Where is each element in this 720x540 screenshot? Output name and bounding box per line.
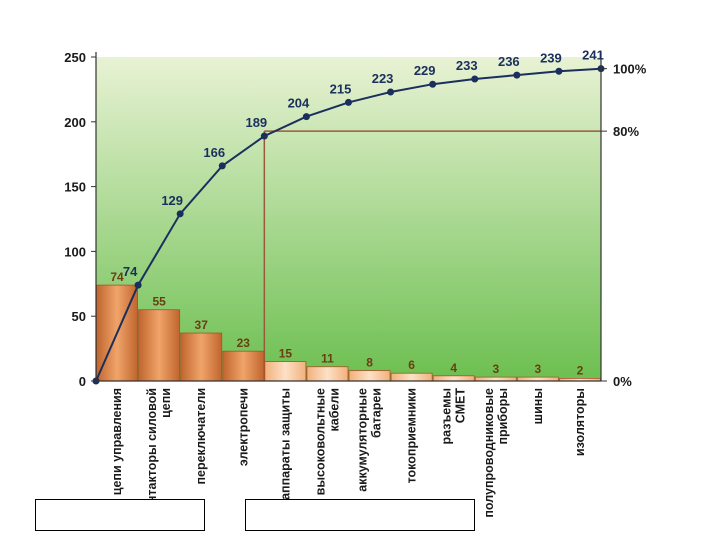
category-label: электропечи [236,388,250,466]
category-label: изоляторы [573,388,587,456]
bar-value-label: 23 [237,336,251,350]
category-label: полупроводниковыеприборы [482,388,510,518]
bar [348,370,391,382]
bar [222,350,265,382]
cumulative-point [302,113,310,121]
plot-area [96,57,601,381]
bar-value-label: 2 [577,363,584,377]
cumulative-value-label: 215 [330,81,352,96]
bar-value-label: 4 [450,361,457,375]
bar [180,332,223,382]
y-tick-label: 250 [64,50,86,65]
cumulative-value-label: 166 [203,145,225,160]
bar [390,372,433,382]
cumulative-value-label: 74 [123,264,138,279]
bar-value-label: 3 [492,362,499,376]
y-tick-label: 0 [79,374,86,389]
category-label: токоприемники [405,388,419,483]
cumulative-point [260,132,268,140]
cumulative-point [429,80,437,88]
labels-layer: 74 55 37 23 15 11 8 6 4 3 3 2 74 129 166 189 204 215 223 22… [64,48,646,518]
y2-tick-label: 100% [613,62,647,77]
y-tick-label: 150 [64,180,86,195]
cumulative-point [134,281,142,289]
bar [264,361,307,382]
cumulative-point [555,67,563,75]
category-label: высоковольтныекабели [314,388,342,495]
cumulative-point [176,210,184,218]
bars-layer [96,284,601,382]
y-tick-label: 200 [64,115,86,130]
bar-value-label: 6 [408,358,415,372]
cumulative-value-label: 204 [288,96,310,111]
category-label: переключатели [194,388,208,485]
y2-tick-label: 0% [613,374,632,389]
bar [432,375,475,382]
empty-box-left [35,499,205,531]
bar-value-label: 55 [152,295,166,309]
bar-value-label: 74 [110,270,124,284]
guides-layer [263,130,601,381]
cumulative-point [387,88,395,96]
y2-tick-label: 80% [613,124,639,139]
axes-layer [91,52,607,382]
cumulative-point [513,71,521,79]
category-label: контакторы силовойцепи [145,388,173,517]
bar [138,309,181,382]
cumulative-value-label: 233 [456,58,478,73]
category-label: шины [531,388,545,424]
category-label: цепи управления [110,388,124,495]
cumulative-line-layer [92,65,605,385]
cumulative-value-label: 241 [582,48,604,63]
cumulative-point [471,75,479,83]
category-label: разъемыСМЕТ [440,388,468,445]
cumulative-point [345,98,352,106]
cumulative-value-label: 189 [245,115,267,130]
bar-value-label: 8 [366,356,373,370]
bar-value-label: 15 [279,347,293,361]
empty-box-right [245,499,475,531]
cumulative-value-label: 223 [372,71,394,86]
category-label: аккумуляторныебатареи [356,388,384,492]
y-tick-label: 100 [64,244,86,259]
y-tick-label: 50 [72,309,86,324]
cumulative-point [218,162,226,170]
category-label: аппараты защиты [278,388,292,500]
bar-value-label: 37 [195,318,209,332]
cumulative-value-label: 236 [498,54,520,69]
cumulative-value-label: 239 [540,50,562,65]
bar-value-label: 11 [321,352,334,366]
bar [306,366,349,382]
bar-value-label: 3 [535,362,542,376]
cumulative-value-label: 129 [161,193,183,208]
cumulative-value-label: 229 [414,63,436,78]
